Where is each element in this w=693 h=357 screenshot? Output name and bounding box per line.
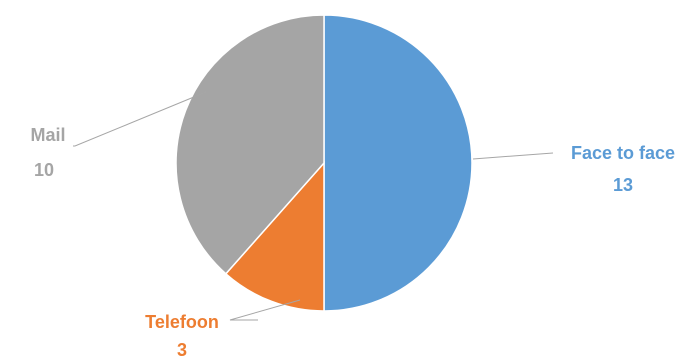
data-label-value-face-to-face: 13 — [613, 175, 633, 195]
data-label-name-mail: Mail — [30, 125, 65, 145]
data-label-name-face-to-face: Face to face — [571, 143, 675, 163]
data-label-value-telefoon: 3 — [177, 340, 187, 357]
leader-line-telefoon — [229, 299, 301, 321]
pie-slice-face-to-face — [323, 14, 473, 312]
pie-slice-telefoon — [224, 161, 325, 312]
data-label-value-mail: 10 — [34, 160, 54, 180]
slices-layer — [175, 14, 473, 312]
leader-line-face-to-face — [472, 152, 554, 160]
leader-line-mail — [73, 91, 207, 147]
leader-lines-layer — [73, 91, 554, 321]
pie-slice-mail — [175, 14, 325, 275]
data-label-name-telefoon: Telefoon — [145, 312, 219, 332]
labels-layer: Face to face 13 Telefoon 3 Mail 10 — [30, 125, 675, 357]
